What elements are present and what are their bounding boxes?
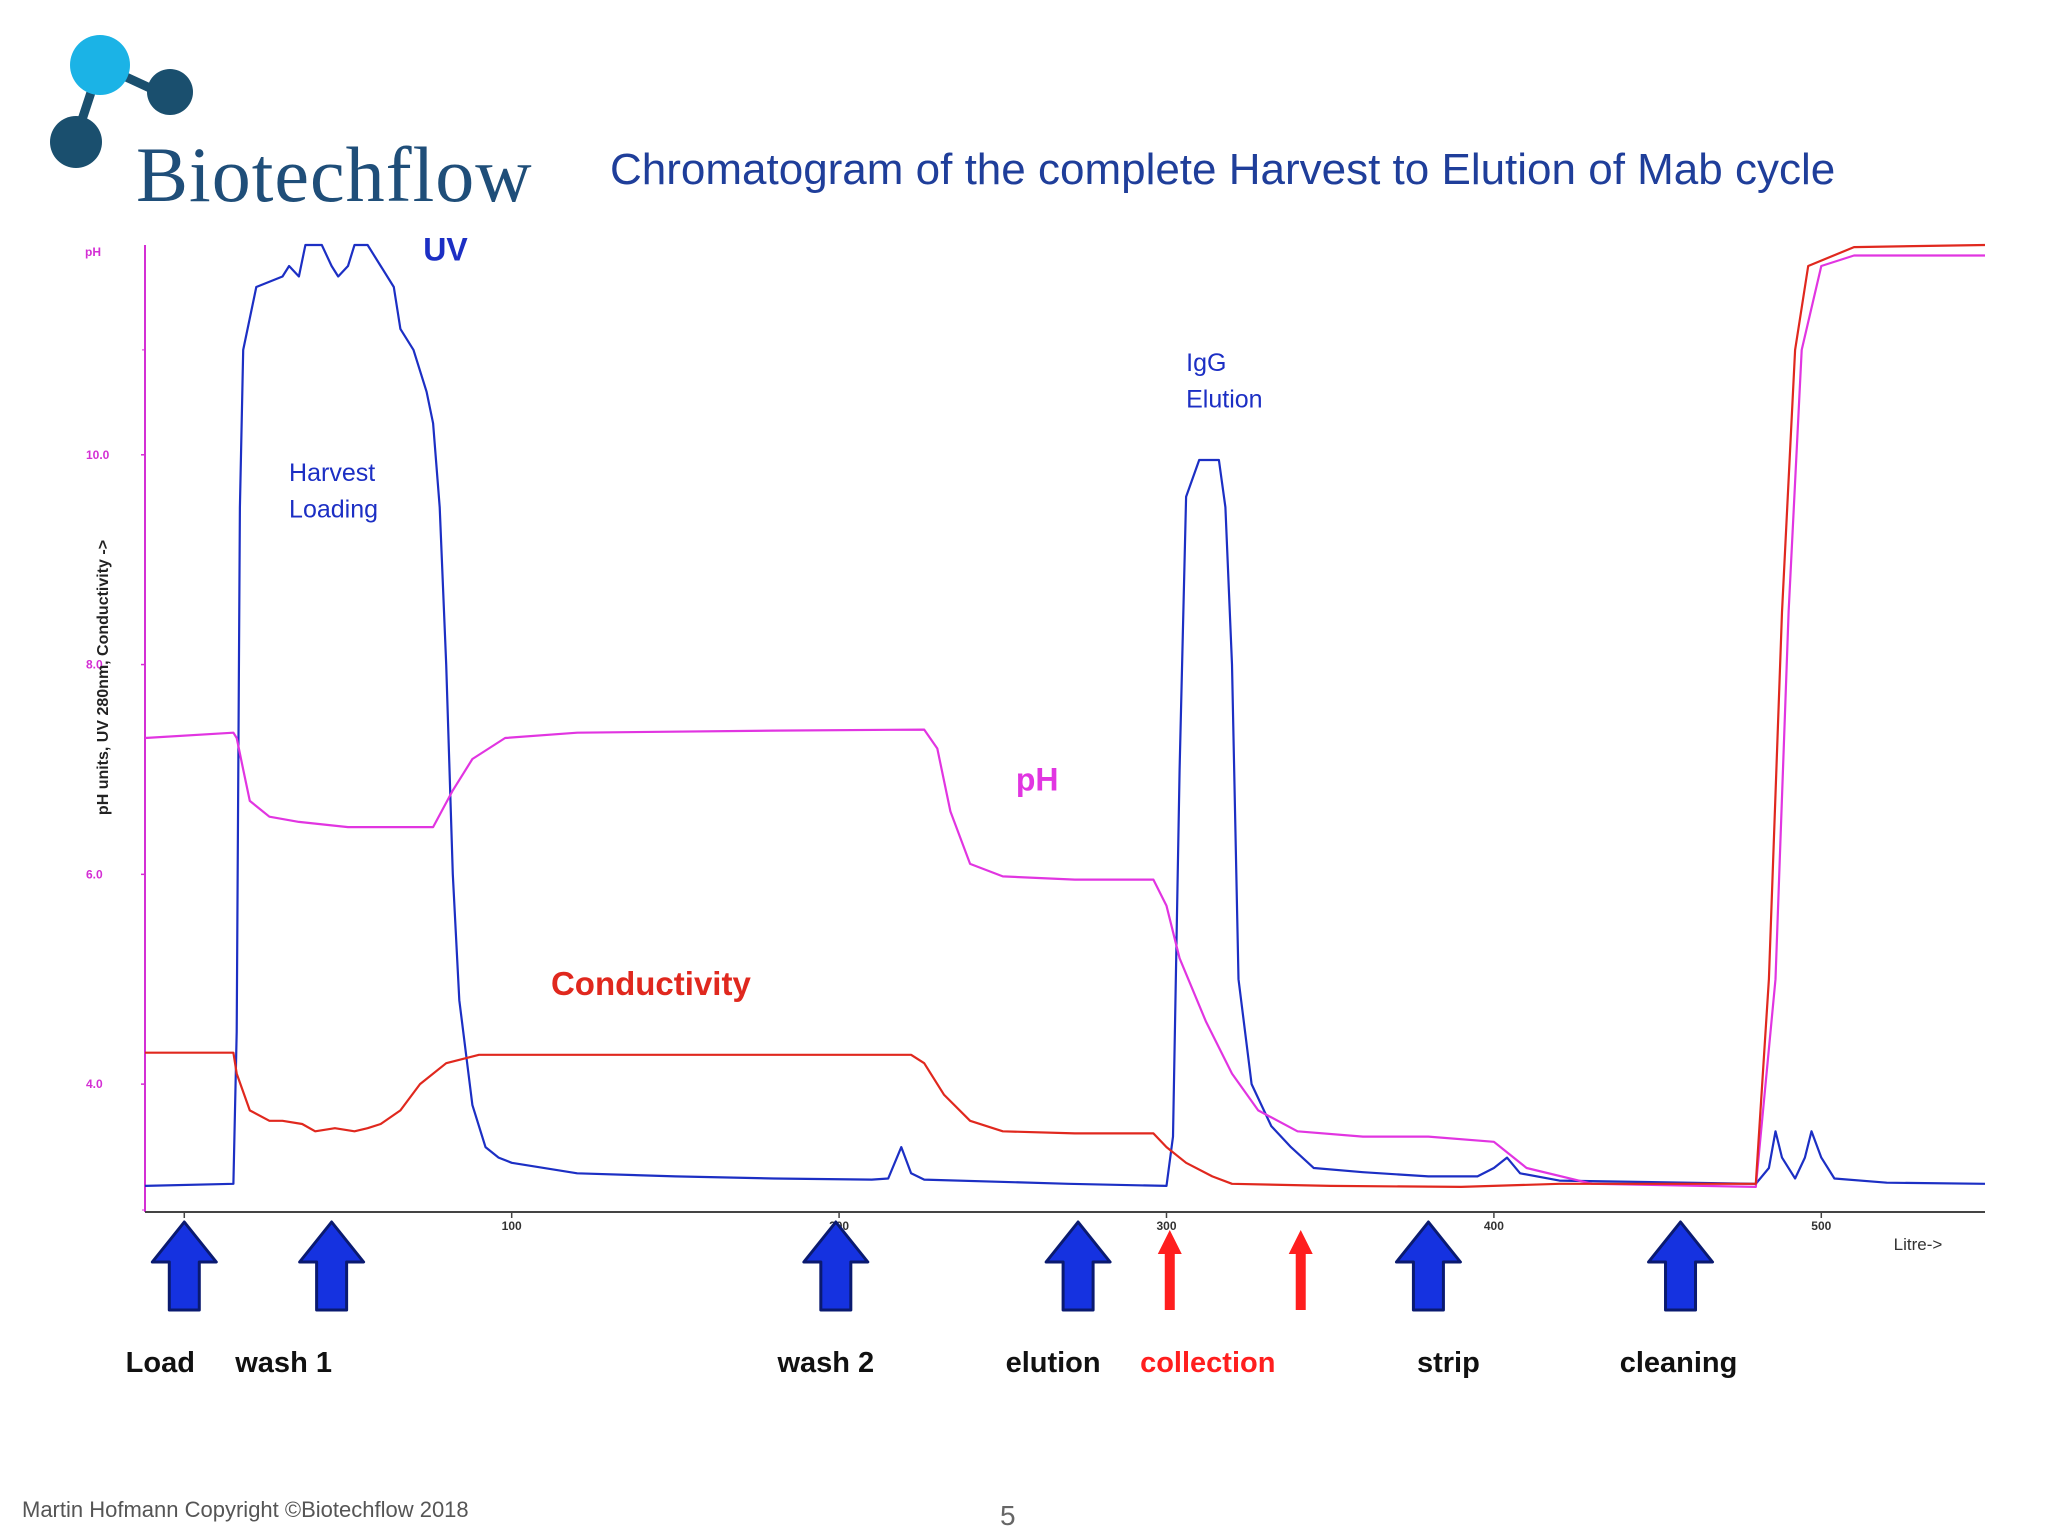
- step-arrow-blue: [150, 1220, 218, 1312]
- annotation-igg-2: Elution: [1186, 386, 1262, 414]
- x-tick-label: 300: [1156, 1219, 1176, 1233]
- slide-title: Chromatogram of the complete Harvest to …: [610, 145, 1836, 194]
- logo-mark: [50, 35, 193, 168]
- step-label-Load: Load: [126, 1347, 195, 1379]
- step-arrow-blue: [802, 1220, 870, 1312]
- step-label-collection: collection: [1140, 1347, 1275, 1379]
- annotation-ph: pH: [1016, 761, 1059, 797]
- annotation-harvest-2: Loading: [289, 496, 378, 524]
- footer-copyright: Martin Hofmann Copyright ©Biotechflow 20…: [22, 1497, 469, 1522]
- series-uv-line: [144, 243, 1986, 1187]
- step-arrow-blue: [1044, 1220, 1112, 1312]
- series-conductivity-line: [145, 243, 1986, 1188]
- step-arrow-blue: [298, 1220, 366, 1312]
- step-label-elution: elution: [1006, 1347, 1101, 1379]
- logo-dot-right: [147, 69, 193, 115]
- step-label-strip: strip: [1417, 1347, 1480, 1379]
- x-tick-label: 400: [1484, 1219, 1504, 1233]
- annotation-igg-1: IgG: [1186, 349, 1226, 377]
- x-tick-label: 500: [1811, 1219, 1831, 1233]
- step-label-wash-2: wash 2: [776, 1347, 874, 1379]
- step-arrow-blue: [1647, 1220, 1715, 1312]
- step-arrow-red: [1157, 1230, 1182, 1310]
- y-tick-label: 10.0: [86, 448, 110, 462]
- y-tick-label: 6.0: [86, 867, 103, 881]
- x-axis-title: Litre->: [1894, 1235, 1943, 1254]
- annotation-conductivity: Conductivity: [551, 965, 751, 1002]
- step-label-wash-1: wash 1: [234, 1347, 332, 1379]
- series-ph-line: [144, 254, 1985, 1188]
- step-arrow-red: [1288, 1230, 1313, 1310]
- step-arrow-blue: [1394, 1220, 1462, 1312]
- y-axis-title: pH units, UV 280nm, Conductivity ->: [95, 540, 112, 815]
- logo-dot-left: [50, 116, 102, 168]
- logo-dot-large: [70, 35, 130, 95]
- page-number: 5: [1000, 1500, 1016, 1531]
- annotation-uv: UV: [423, 232, 468, 268]
- y-unit-label: pH: [85, 245, 101, 259]
- annotation-harvest-1: Harvest: [289, 459, 375, 487]
- y-tick-label: 4.0: [86, 1077, 103, 1091]
- y-tick-label: 8.0: [86, 658, 103, 672]
- x-tick-label: 100: [502, 1219, 522, 1233]
- brand-name: Biotechflow: [136, 131, 533, 218]
- step-label-cleaning: cleaning: [1620, 1347, 1738, 1379]
